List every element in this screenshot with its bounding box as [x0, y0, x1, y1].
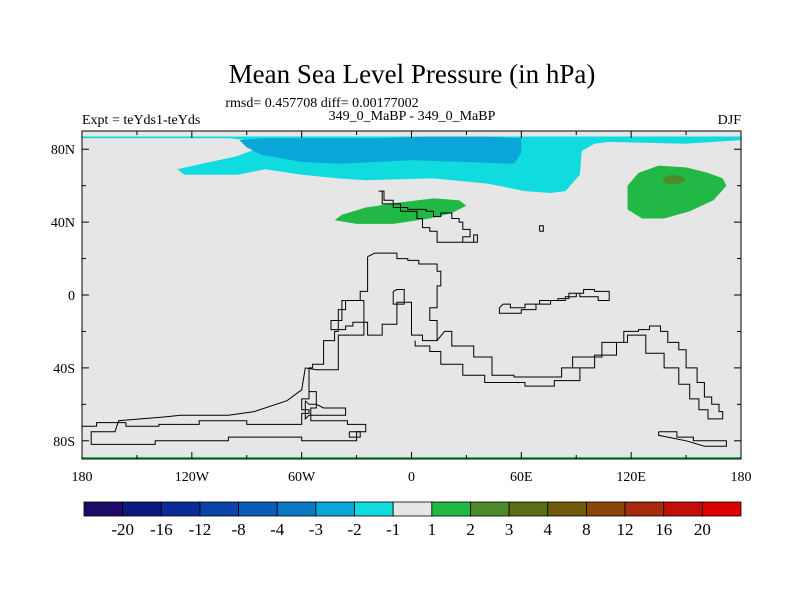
difference-label: 349_0_MaBP - 349_0_MaBP	[329, 109, 496, 124]
colorbar-box-6	[315, 501, 355, 517]
colorbar-box-10	[470, 501, 510, 517]
colorbar-label-14: 16	[655, 520, 672, 539]
chart-title: Mean Sea Level Pressure (in hPa)	[229, 59, 596, 89]
colorbar-label-2: -12	[189, 520, 212, 539]
colorbar-label-0: -20	[111, 520, 134, 539]
colorbar-box-12	[547, 501, 587, 517]
anomaly-region-2	[627, 165, 727, 219]
coastline-3	[330, 252, 442, 342]
x-tick-label-0: 180	[72, 470, 93, 485]
y-tick-label-0: 80N	[51, 143, 75, 158]
colorbar-label-5: -3	[309, 520, 323, 539]
colorbar-box-5	[276, 501, 317, 517]
colorbar-box-4	[238, 501, 278, 517]
colorbar-label-3: -8	[232, 520, 246, 539]
colorbar-box-7	[354, 501, 394, 517]
x-tick-label-3: 0	[408, 470, 415, 485]
colorbar-label-6: -2	[347, 520, 361, 539]
colorbar-box-9	[431, 501, 471, 517]
colorbar-box-16	[701, 501, 742, 517]
colorbar-label-12: 8	[582, 520, 591, 539]
x-tick-label-2: 60W	[288, 470, 316, 485]
colorbar-label-10: 3	[505, 520, 514, 539]
stats-line: rmsd= 0.457708 diff= 0.00177002	[225, 96, 418, 111]
y-tick-label-1: 40N	[51, 216, 75, 231]
colorbar-label-4: -4	[270, 520, 285, 539]
coastline-4	[90, 300, 367, 445]
colorbar-label-1: -16	[150, 520, 173, 539]
colorbar-box-11	[508, 501, 549, 517]
colorbar-box-8	[392, 501, 433, 517]
y-tick-label-2: 0	[68, 289, 75, 304]
colorbar-box-15	[663, 501, 703, 517]
colorbar-box-3	[199, 501, 239, 517]
x-tick-label-6: 180	[731, 470, 752, 485]
coastline-10	[498, 289, 610, 314]
colorbar-box-14	[624, 501, 665, 517]
coastline-1	[539, 225, 544, 232]
coastline-7	[348, 431, 361, 438]
colorbar-label-8: 1	[428, 520, 437, 539]
colorbar-box-0	[83, 501, 124, 517]
colorbar-label-9: 2	[466, 520, 475, 539]
y-tick-label-4: 80S	[53, 435, 75, 450]
coastline-8	[414, 325, 724, 420]
colorbar-label-13: 12	[617, 520, 634, 539]
colorbar-label-7: -1	[386, 520, 400, 539]
x-tick-label-5: 120E	[616, 470, 646, 485]
colorbar-label-11: 4	[544, 520, 553, 539]
x-tick-label-4: 60E	[510, 470, 533, 485]
coastline-6	[304, 400, 347, 421]
anomaly-region-1	[239, 136, 522, 164]
anomaly-region-3	[662, 174, 687, 184]
season-label: DJF	[718, 113, 742, 128]
colorbar-label-15: 20	[694, 520, 711, 539]
colorbar-box-1	[122, 501, 162, 517]
experiment-label: Expt = teYds1-teYds	[82, 113, 200, 128]
x-tick-label-1: 120W	[175, 470, 210, 485]
coastline-2	[392, 289, 405, 305]
coastline-5	[82, 377, 310, 427]
y-tick-label-3: 40S	[53, 362, 75, 377]
colorbar-box-13	[586, 501, 626, 517]
coastline-9	[658, 431, 727, 447]
coastline-0	[378, 190, 478, 243]
colorbar-box-2	[160, 501, 201, 517]
anomaly-region-0	[82, 136, 741, 193]
